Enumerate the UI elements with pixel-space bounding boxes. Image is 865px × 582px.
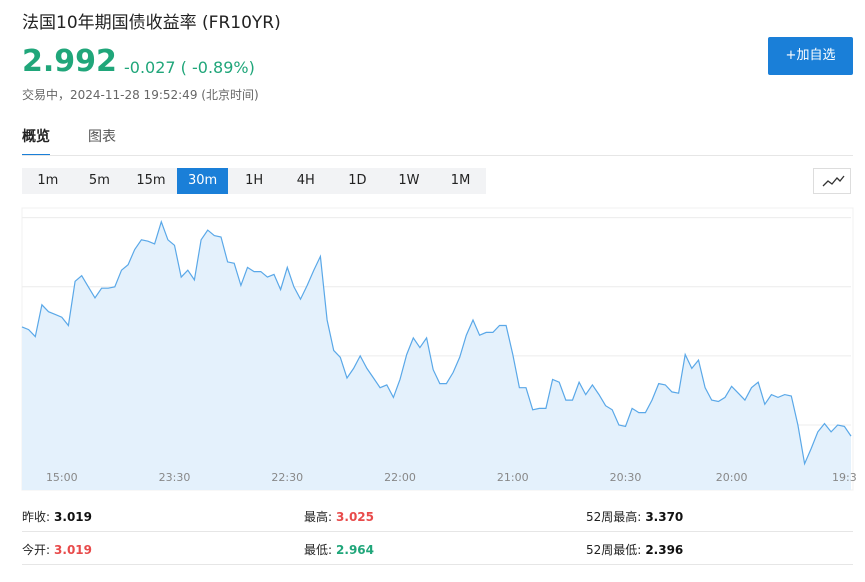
stat-label: 最低:: [304, 543, 333, 557]
x-tick-label: 21:00: [497, 471, 529, 484]
x-tick-label: 22:00: [384, 471, 416, 484]
stat-value: 3.019: [54, 510, 93, 524]
area-fill: [22, 221, 851, 491]
title: 法国10年期国债收益率 (FR10YR): [22, 13, 281, 33]
stats-row: 今开: 3.019 最低: 2.964 52周最低: 2.396: [22, 531, 853, 565]
stats-row: 昨收: 3.019 最高: 3.025 52周最高: 3.370: [22, 498, 853, 532]
change-pct: ( -0.89%): [180, 58, 255, 77]
stat-value: 2.964: [336, 543, 375, 557]
x-tick-label: 15:00: [46, 471, 78, 484]
interval-button[interactable]: 1D: [348, 173, 367, 188]
interval-button[interactable]: 4H: [296, 173, 315, 188]
stat-label: 今开:: [22, 543, 51, 557]
stat: 最低: 2.964: [304, 541, 374, 558]
x-tick-label: 23:30: [159, 471, 191, 484]
interval-button[interactable]: 1m: [37, 173, 59, 188]
stat: 最高: 3.025: [304, 508, 374, 525]
x-tick-label: 20:30: [610, 471, 642, 484]
stat: 52周最高: 3.370: [586, 508, 683, 525]
tab[interactable]: 图表: [88, 129, 116, 145]
divider: [22, 155, 853, 156]
status: 交易中，2024-11-28 19:52:49 (北京时间): [22, 88, 259, 102]
interval-bar: 1m 5m 15m 30m 1H 4H 1D 1W 1M: [22, 168, 487, 194]
stat-label: 52周最低:: [586, 543, 642, 557]
line-icon: [822, 175, 845, 187]
price-line: [21, 219, 852, 466]
interval-button[interactable]: 15m: [136, 173, 166, 188]
stat-label: 昨收:: [22, 510, 51, 524]
interval-button[interactable]: 5m: [88, 173, 110, 188]
change-value: -0.027: [124, 58, 176, 77]
stat: 52周最低: 2.396: [586, 541, 683, 558]
interval-button[interactable]: 1M: [450, 173, 471, 188]
interval-button[interactable]: 1W: [398, 173, 420, 188]
chart-type-button[interactable]: [813, 168, 851, 194]
add-watchlist-button[interactable]: +加自选: [768, 37, 853, 75]
x-tick-label: 19:3: [832, 471, 857, 484]
stat: 昨收: 3.019: [22, 508, 92, 525]
stat-label: 最高:: [304, 510, 333, 524]
stat-label: 52周最高:: [586, 510, 642, 524]
change: -0.027 ( -0.89%): [124, 58, 255, 77]
stat-value: 2.396: [645, 543, 684, 557]
stat-value: 3.019: [54, 543, 93, 557]
interval-button[interactable]: 1H: [245, 173, 264, 188]
stat: 今开: 3.019: [22, 541, 92, 558]
interval-button[interactable]: 30m: [176, 168, 229, 194]
price: 2.992: [22, 44, 117, 79]
x-tick-label: 22:30: [271, 471, 303, 484]
stat-value: 3.370: [645, 510, 684, 524]
stat-value: 3.025: [336, 510, 375, 524]
x-tick-label: 20:00: [716, 471, 748, 484]
